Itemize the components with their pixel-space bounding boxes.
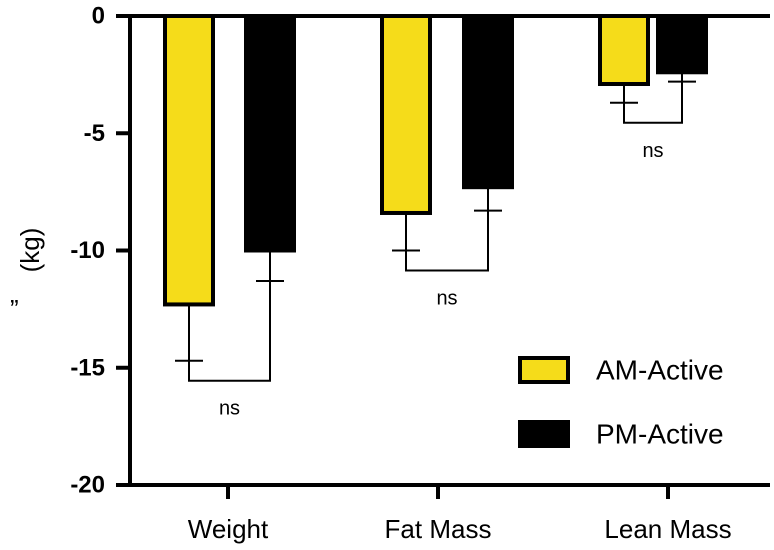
bar-fat-mass-am-active bbox=[380, 14, 432, 215]
legend-label-am-active: AM-Active bbox=[596, 355, 724, 386]
significance-bracket bbox=[623, 81, 683, 124]
bar-weight-am-active bbox=[163, 14, 215, 307]
axes-layer: 0 -5 -10 -15 -20 Weight Fat Mass Lean Mass bbox=[70, 3, 770, 544]
legend: AM-Active PM-Active bbox=[518, 355, 724, 450]
x-tick-label: Lean Mass bbox=[604, 514, 731, 544]
bar-weight-pm-active bbox=[244, 14, 296, 253]
y-tick-label: -20 bbox=[70, 472, 105, 499]
legend-swatch-am-active bbox=[518, 356, 570, 384]
bar-fat-mass-pm-active bbox=[462, 14, 514, 190]
y-tick-label: -10 bbox=[70, 237, 105, 264]
x-tick-label: Weight bbox=[188, 514, 269, 544]
y-tick-label: -15 bbox=[70, 354, 105, 381]
y-axis-label: (kg) bbox=[15, 228, 45, 273]
significance-label: ns bbox=[219, 398, 240, 420]
y-axis-label-mark: ” bbox=[10, 294, 19, 324]
y-tick-label: 0 bbox=[92, 3, 105, 30]
significance-label: ns bbox=[642, 140, 663, 162]
bars-layer bbox=[163, 14, 708, 307]
x-tick-label: Fat Mass bbox=[385, 514, 492, 544]
legend-label-pm-active: PM-Active bbox=[596, 419, 724, 450]
y-axis-label-group: ” (kg) bbox=[10, 228, 45, 324]
significance-bracket bbox=[188, 280, 271, 382]
bar-lean-mass-pm-active bbox=[656, 14, 708, 75]
significance-layer: ns ns ns bbox=[188, 81, 683, 420]
legend-swatch-pm-active bbox=[518, 420, 570, 448]
bar-lean-mass-am-active bbox=[598, 14, 650, 87]
y-tick-label: -5 bbox=[84, 120, 105, 147]
significance-label: ns bbox=[436, 288, 457, 310]
significance-bracket bbox=[405, 210, 489, 272]
